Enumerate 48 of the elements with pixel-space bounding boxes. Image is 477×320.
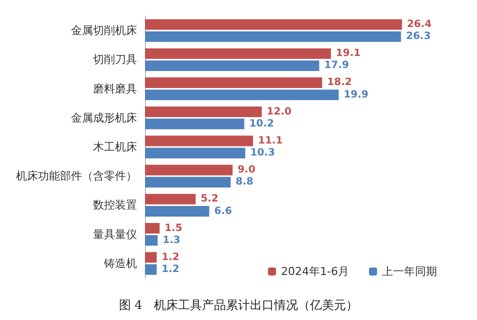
data-label: 26.3: [406, 31, 431, 42]
y-tick-label: 磨料磨具: [93, 82, 137, 96]
bar: [145, 252, 157, 263]
data-label: 11.1: [258, 135, 283, 146]
bar: [145, 106, 262, 118]
bar: [145, 60, 320, 72]
bar: [145, 77, 322, 88]
y-tick-label: 切削刀具: [93, 53, 137, 66]
legend-label: 2024年1-6月: [281, 265, 350, 278]
y-tick-label: 木工机床: [93, 140, 137, 154]
data-label: 9.0: [238, 164, 256, 176]
data-label: 19.1: [336, 48, 361, 60]
data-label: 1.2: [162, 264, 180, 276]
data-label: 1.5: [164, 222, 182, 234]
bar: [145, 19, 402, 30]
data-label: 10.2: [249, 118, 274, 130]
y-tick-label: 铸造机: [103, 256, 137, 270]
data-label: 12.0: [266, 106, 292, 118]
data-label: 18.2: [327, 77, 352, 88]
bar: [145, 136, 254, 146]
y-tick-label: 金属切削机床: [71, 24, 137, 38]
bar: [145, 194, 196, 204]
data-label: 1.2: [162, 252, 180, 263]
bar: [145, 31, 401, 42]
data-label: 8.8: [236, 176, 254, 188]
bar: [145, 148, 246, 158]
bar: [145, 222, 160, 234]
y-tick-label: 金属成形机床: [71, 111, 137, 124]
data-label: 10.3: [250, 148, 275, 159]
bar: [145, 176, 231, 188]
data-label: 5.2: [200, 194, 218, 205]
bar: [145, 48, 331, 59]
bar: [145, 164, 233, 176]
bar: [145, 264, 157, 275]
data-label: 26.4: [406, 18, 432, 30]
data-label: 1.3: [162, 234, 180, 246]
bar: [145, 90, 339, 100]
y-tick-label: 机床功能部件（含零件）: [16, 170, 137, 183]
bar: [145, 206, 210, 217]
legend-label: 上一年同期: [382, 265, 437, 278]
y-tick-label: 量具量仪: [93, 228, 137, 241]
y-tick-label: 数控装置: [93, 198, 137, 212]
text: 图 4 机床工具产品累计出口情况（亿美元）: [118, 298, 358, 312]
bar: [145, 235, 158, 246]
data-label: 17.9: [324, 60, 349, 72]
data-label: 19.9: [344, 89, 368, 100]
bar: [145, 118, 244, 130]
data-label: 6.6: [214, 206, 232, 217]
